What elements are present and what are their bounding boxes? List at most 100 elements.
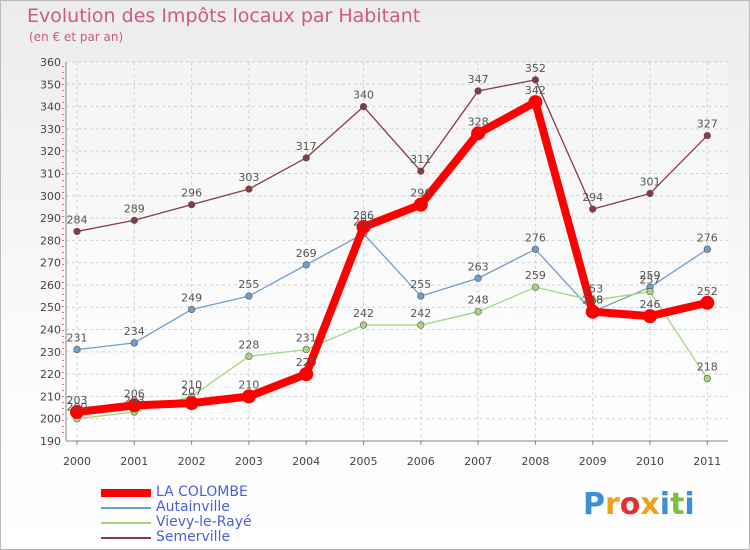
data-point <box>302 261 310 269</box>
data-point <box>70 405 84 420</box>
y-tick-label: 200 <box>40 413 61 426</box>
y-tick-label: 310 <box>40 167 61 180</box>
data-label: 263 <box>468 260 489 273</box>
data-point <box>73 345 81 354</box>
x-tick-label: 2011 <box>693 455 721 468</box>
data-point <box>589 205 597 213</box>
logo-letter: P <box>583 487 605 522</box>
data-point <box>474 274 482 282</box>
data-label: 231 <box>296 332 317 345</box>
data-label: 252 <box>697 285 718 298</box>
x-tick-label: 2003 <box>235 455 263 468</box>
data-point <box>531 283 540 291</box>
data-label: 248 <box>468 294 489 307</box>
data-point <box>302 345 310 354</box>
data-label: 203 <box>67 394 88 407</box>
data-point <box>130 216 138 224</box>
logo-letter: i <box>684 487 695 522</box>
data-point <box>188 305 196 314</box>
data-point <box>417 321 425 329</box>
data-label: 301 <box>640 176 661 189</box>
series-line-2 <box>76 286 708 420</box>
data-label: 257 <box>640 274 661 287</box>
data-point <box>700 295 715 310</box>
logo-letter: r <box>605 487 620 522</box>
data-point <box>302 154 310 162</box>
data-point <box>474 308 482 316</box>
data-point <box>531 76 540 84</box>
y-tick-label: 280 <box>40 234 61 247</box>
y-tick-label: 360 <box>40 56 61 69</box>
legend-label: Autainville <box>156 499 230 515</box>
chart-title: Evolution des Impôts locaux par Habitant <box>27 5 421 27</box>
data-label: 328 <box>468 115 489 128</box>
data-label: 207 <box>181 385 202 398</box>
y-tick-label: 340 <box>40 101 61 114</box>
legend-swatch <box>101 489 151 497</box>
data-label: 246 <box>640 298 661 311</box>
data-point <box>471 126 486 141</box>
logo-letter: x <box>640 487 660 522</box>
data-point <box>73 227 81 236</box>
data-label: 352 <box>525 62 546 75</box>
data-label: 220 <box>296 356 317 369</box>
data-point <box>127 398 142 413</box>
data-point <box>130 339 138 347</box>
data-label: 276 <box>697 231 718 244</box>
logo-letter: o <box>619 487 641 522</box>
data-label: 231 <box>67 332 88 345</box>
data-label: 249 <box>181 291 202 304</box>
y-tick-label: 210 <box>40 390 61 403</box>
data-label: 218 <box>697 361 718 374</box>
data-point <box>359 102 368 111</box>
data-point <box>703 245 711 253</box>
data-label: 296 <box>181 187 202 200</box>
data-point <box>359 321 368 329</box>
data-point <box>585 304 600 319</box>
y-tick-label: 320 <box>40 145 61 158</box>
data-label: 259 <box>640 269 661 282</box>
data-label: 210 <box>238 378 259 391</box>
x-tick-label: 2005 <box>350 455 378 468</box>
x-tick-label: 2004 <box>292 455 320 468</box>
data-label: 269 <box>296 247 317 260</box>
series-line-0 <box>73 98 712 417</box>
legend-label: Vievy-le-Rayé <box>156 514 252 530</box>
data-label: 276 <box>525 231 546 244</box>
data-point <box>643 309 657 324</box>
data-label: 259 <box>525 269 546 282</box>
data-label: 286 <box>353 209 374 222</box>
proxiti-logo: Proxiti <box>583 487 695 522</box>
data-label: 206 <box>124 387 145 400</box>
data-label: 242 <box>410 307 431 320</box>
data-label: 289 <box>124 202 145 215</box>
x-tick-label: 2010 <box>636 455 664 468</box>
y-tick-label: 290 <box>40 212 61 225</box>
y-tick-label: 220 <box>40 368 61 381</box>
x-tick-label: 2001 <box>120 455 148 468</box>
legend-swatch <box>101 507 151 509</box>
x-tick-label: 2009 <box>579 455 607 468</box>
data-point <box>184 396 199 411</box>
data-label: 248 <box>582 294 603 307</box>
data-label: 294 <box>582 191 603 204</box>
data-label: 296 <box>410 187 431 200</box>
y-tick-label: 350 <box>40 78 61 91</box>
data-point <box>413 197 428 212</box>
y-tick-label: 300 <box>40 190 61 203</box>
data-point <box>474 87 482 95</box>
data-label: 317 <box>296 140 317 153</box>
data-point <box>703 374 711 383</box>
data-label: 253 <box>582 283 603 296</box>
x-tick-label: 2008 <box>521 455 549 468</box>
series-line-3 <box>76 79 708 233</box>
data-point <box>417 292 425 300</box>
legend-swatch <box>101 537 151 539</box>
x-tick-label: 2007 <box>464 455 492 468</box>
data-point <box>417 167 425 175</box>
data-point <box>241 389 256 404</box>
x-tick-label: 2000 <box>63 455 91 468</box>
series-line-1 <box>76 233 708 351</box>
legend-swatch <box>101 522 151 524</box>
